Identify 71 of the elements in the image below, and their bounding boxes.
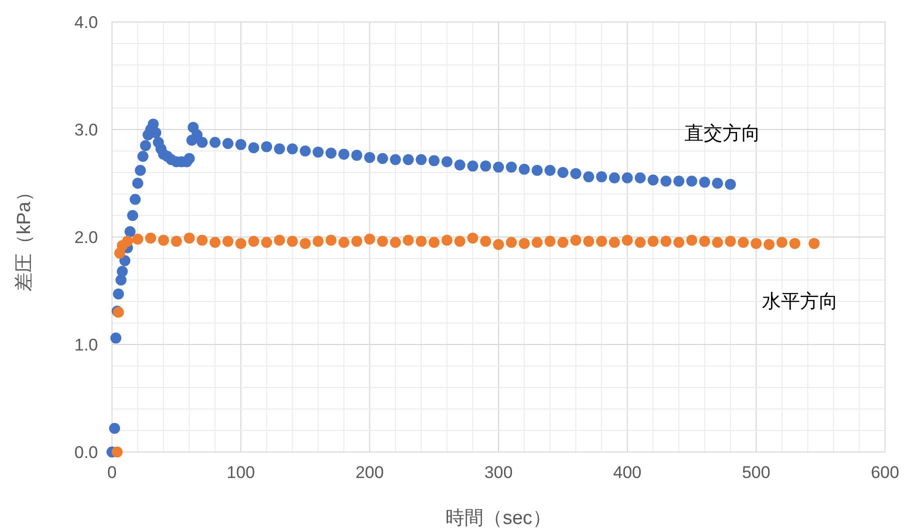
point xyxy=(506,236,517,248)
y-tick-label: 1.0 xyxy=(74,336,98,354)
point xyxy=(210,236,221,248)
point xyxy=(402,234,414,246)
x-tick-label: 600 xyxy=(870,463,900,482)
point xyxy=(184,232,195,244)
point xyxy=(467,232,478,244)
point xyxy=(596,236,608,247)
point xyxy=(248,236,260,247)
text: 水平方向 xyxy=(762,290,838,312)
point xyxy=(158,234,170,246)
point xyxy=(493,239,504,250)
y-axis-title: 差圧（kPa） xyxy=(14,182,35,292)
point xyxy=(699,236,710,247)
point xyxy=(454,236,466,247)
point xyxy=(326,234,337,246)
point xyxy=(222,236,234,247)
point xyxy=(776,236,788,248)
point xyxy=(583,236,594,247)
point xyxy=(235,238,246,249)
point xyxy=(441,234,452,246)
point xyxy=(480,236,492,247)
y-tick-label: 3.0 xyxy=(74,120,98,140)
point xyxy=(557,236,568,248)
point xyxy=(673,236,684,248)
series-label: 直交方向 xyxy=(684,122,760,144)
point xyxy=(518,238,530,249)
point xyxy=(660,236,672,247)
point xyxy=(712,236,724,248)
point xyxy=(377,236,388,247)
point xyxy=(170,236,182,247)
point xyxy=(634,236,646,248)
x-axis-title: 時間（sec） xyxy=(446,508,552,529)
point xyxy=(724,236,736,247)
x-tick-label: 200 xyxy=(355,463,384,482)
point xyxy=(648,236,659,247)
y-tick-label: 0.0 xyxy=(74,443,98,462)
point xyxy=(351,236,362,247)
point xyxy=(686,234,698,246)
x-tick-label: 500 xyxy=(742,463,770,482)
x-tick-label: 100 xyxy=(226,463,256,482)
x-tick-label: 0 xyxy=(107,463,117,482)
point xyxy=(789,238,800,249)
x-tick-label: 400 xyxy=(613,463,642,482)
point xyxy=(532,236,543,248)
point xyxy=(122,236,133,247)
point xyxy=(416,236,427,247)
point xyxy=(300,238,311,249)
point xyxy=(312,236,324,247)
point xyxy=(261,236,272,248)
x-tick-label: 300 xyxy=(484,463,513,482)
point xyxy=(622,234,633,246)
point xyxy=(364,234,376,245)
point xyxy=(764,239,775,250)
point xyxy=(132,234,144,245)
point xyxy=(608,236,620,248)
point xyxy=(390,236,401,248)
point xyxy=(808,238,820,249)
point xyxy=(428,236,440,248)
point xyxy=(570,234,582,246)
point xyxy=(286,236,298,247)
point xyxy=(750,238,762,249)
point xyxy=(274,234,285,246)
point xyxy=(196,234,208,246)
point xyxy=(738,236,749,248)
y-tick-label: 2.0 xyxy=(74,228,98,247)
point xyxy=(112,446,123,458)
point xyxy=(338,236,350,248)
point xyxy=(145,232,156,244)
point xyxy=(544,236,556,247)
y-tick-label: 4.0 xyxy=(74,13,98,32)
